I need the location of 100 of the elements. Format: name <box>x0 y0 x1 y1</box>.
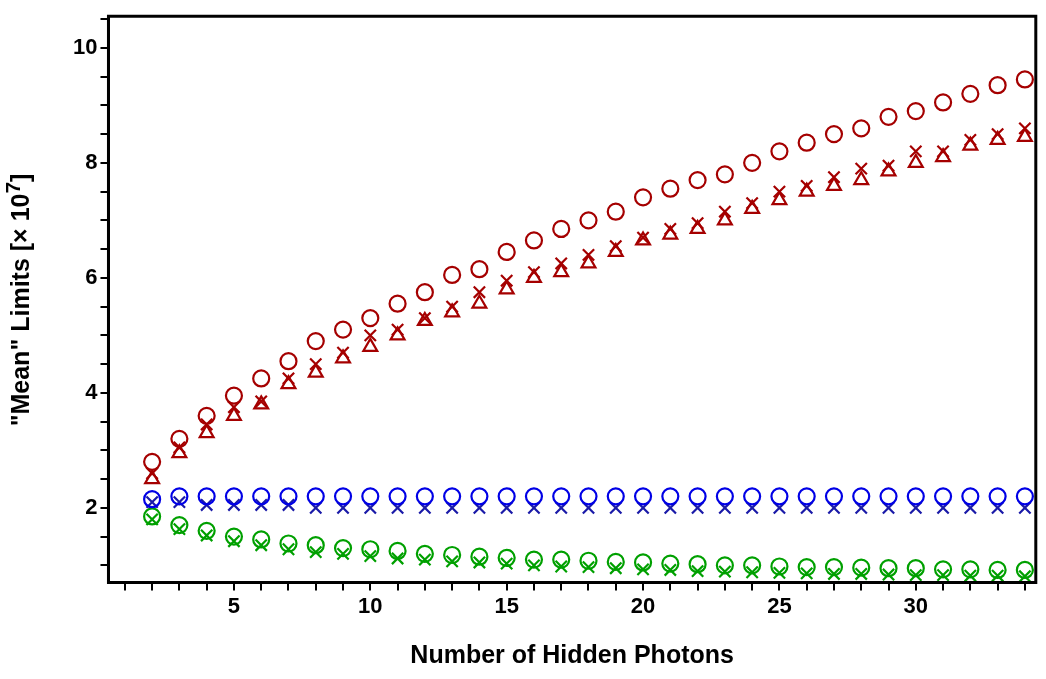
y-tick-label: 8 <box>85 148 98 174</box>
point <box>199 528 214 543</box>
point <box>390 501 405 515</box>
point <box>1018 121 1032 136</box>
point <box>363 549 378 563</box>
point <box>853 170 870 186</box>
point <box>335 349 352 364</box>
point <box>879 487 898 506</box>
point <box>771 191 788 206</box>
point <box>989 130 1006 145</box>
point <box>906 559 925 578</box>
point <box>143 452 162 471</box>
point <box>581 560 596 574</box>
point <box>663 563 678 577</box>
x-axis-title: Number of Hidden Photons <box>410 639 734 668</box>
point <box>990 568 1005 583</box>
point <box>690 216 705 230</box>
point <box>224 386 244 405</box>
point <box>524 231 544 250</box>
y-tick-label: 6 <box>85 263 98 289</box>
point <box>525 268 542 283</box>
point <box>636 501 650 515</box>
y-tick-label: 10 <box>72 33 98 59</box>
point <box>470 547 489 566</box>
point <box>472 555 487 570</box>
point <box>554 256 568 271</box>
point <box>988 487 1007 506</box>
point <box>961 84 980 103</box>
point <box>143 490 162 509</box>
point <box>390 551 405 566</box>
point <box>662 225 679 240</box>
point <box>933 487 953 506</box>
point <box>963 501 978 515</box>
point <box>333 320 353 339</box>
point <box>554 501 568 515</box>
point <box>170 487 189 506</box>
point <box>306 536 325 555</box>
point <box>579 551 598 570</box>
point <box>963 568 978 583</box>
point <box>552 219 571 239</box>
point <box>772 566 787 580</box>
point <box>607 242 624 258</box>
point <box>579 487 598 506</box>
point <box>797 133 816 152</box>
point <box>881 501 896 515</box>
x-tick-label: 15 <box>494 592 519 618</box>
point <box>361 487 380 506</box>
point <box>415 487 434 506</box>
point <box>881 567 896 582</box>
point <box>745 196 759 210</box>
point <box>172 440 187 455</box>
y-tick-label: 4 <box>85 378 99 404</box>
point <box>988 76 1007 95</box>
point <box>988 560 1007 580</box>
x-tick-label: 30 <box>903 592 929 618</box>
point <box>279 352 298 371</box>
point <box>361 540 380 559</box>
point <box>309 501 323 515</box>
point <box>415 283 434 302</box>
point <box>472 285 487 299</box>
x-tick-label: 10 <box>358 592 383 618</box>
point <box>661 179 680 198</box>
point <box>827 501 841 515</box>
point <box>770 142 789 161</box>
point <box>581 501 596 515</box>
point <box>606 487 625 506</box>
point <box>554 559 568 574</box>
point <box>718 204 732 219</box>
point <box>661 554 680 573</box>
point <box>633 553 653 572</box>
point <box>306 331 325 351</box>
point <box>445 501 459 515</box>
point <box>499 501 514 515</box>
point <box>333 539 353 558</box>
point <box>990 127 1005 141</box>
point <box>906 487 925 506</box>
point <box>933 560 953 579</box>
point <box>688 487 707 506</box>
point <box>661 487 680 506</box>
point <box>279 487 298 506</box>
point <box>907 153 924 168</box>
point <box>715 487 734 506</box>
point <box>527 558 541 573</box>
point <box>145 512 159 527</box>
point <box>527 265 541 279</box>
y-tick-label: 2 <box>85 493 98 519</box>
point <box>1015 560 1034 580</box>
point <box>715 556 734 575</box>
point <box>688 555 707 574</box>
point <box>879 107 898 126</box>
point <box>445 554 459 569</box>
point <box>880 162 897 177</box>
point <box>144 470 161 485</box>
point <box>415 544 434 563</box>
point <box>388 487 407 506</box>
point <box>227 400 241 414</box>
point <box>172 495 187 509</box>
point <box>199 498 214 512</box>
point <box>824 557 844 577</box>
point <box>718 501 732 515</box>
